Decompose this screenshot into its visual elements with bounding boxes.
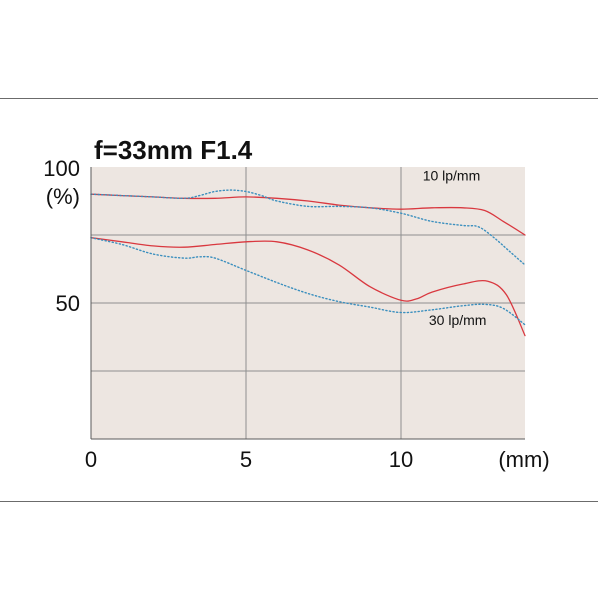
y-label-line-2: (%) [46,184,80,209]
x-tick-label-10: 10 [389,447,413,472]
series-line-0 [90,193,526,236]
gridlines [91,167,525,439]
series-labels: 10 lp/mm 30 lp/mm [423,168,487,328]
axis-layer [90,167,525,440]
y-tick-label-50: 50 [56,291,80,316]
x-tick-label-0: 0 [85,447,97,472]
x-tick-label-5: 5 [240,447,252,472]
y-label-line-1: 100 [43,156,80,181]
series-label-0: 10 lp/mm [423,168,481,184]
series-layer [90,189,526,337]
series-line-1 [90,189,526,266]
series-line-3 [90,237,526,326]
x-axis-unit: (mm) [498,447,549,472]
series-label-1: 30 lp/mm [429,312,487,328]
x-tick-labels: 0 5 10 [85,447,413,472]
chart-title: f=33mm F1.4 [94,135,253,165]
y-tick-labels: 50 [56,291,80,316]
series-line-2 [90,237,526,337]
